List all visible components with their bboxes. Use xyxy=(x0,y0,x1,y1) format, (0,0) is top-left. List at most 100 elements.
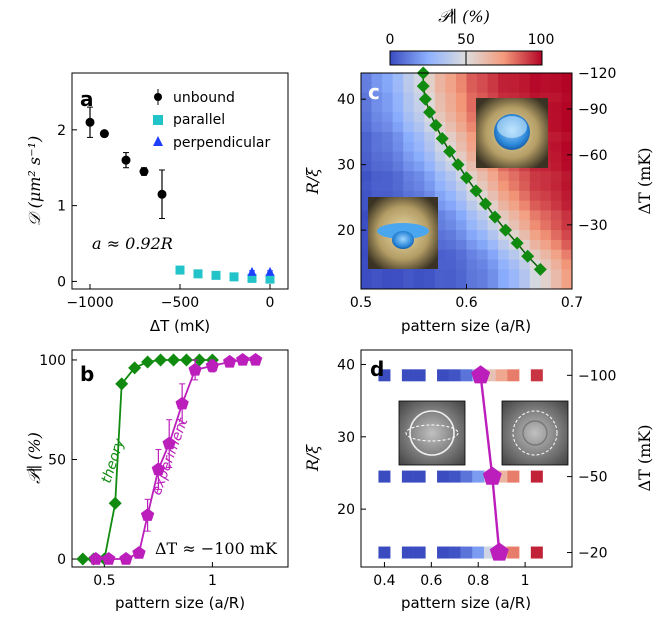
panel-c-cell xyxy=(445,259,457,270)
panel-a-point-parallel xyxy=(265,274,275,284)
panel-c-cell xyxy=(487,73,499,84)
panel-c-cell xyxy=(508,171,520,182)
panel-c-cell xyxy=(403,122,415,133)
panel-c-cell xyxy=(498,190,510,202)
panel-c-cell xyxy=(371,181,383,192)
panel-c-xtick-0-label: 0.5 xyxy=(350,295,372,311)
panel-c-cell xyxy=(550,190,562,202)
panel-c-cell xyxy=(434,279,446,290)
panel-b-ytick-0-label: 0 xyxy=(57,552,66,568)
colorbar-label: 𝒫∥ (%) xyxy=(438,7,490,26)
panel-c-cell xyxy=(434,220,446,231)
panel-c-cell xyxy=(361,259,372,270)
panel-a-point-parallel xyxy=(229,272,239,282)
panel-c-ytick-1-label: 30 xyxy=(337,158,355,174)
panel-c-cell xyxy=(455,141,467,152)
panel-c-cell xyxy=(498,249,510,260)
panel-a-point-parallel xyxy=(211,270,221,280)
panel-c-cell xyxy=(519,220,531,231)
panel-c-xtick-1-label: 0.6 xyxy=(455,295,477,311)
panel-c-cell xyxy=(529,239,541,251)
panel-a-ytick-2-label: 2 xyxy=(57,123,66,139)
panel-c-transition-point xyxy=(510,236,524,250)
panel-c-cell xyxy=(434,210,446,221)
panel-c-cell xyxy=(466,151,478,162)
panel-c-transition-point xyxy=(423,105,437,119)
panel-c-cell xyxy=(413,131,425,143)
panel-c-cell xyxy=(550,181,562,192)
panel-c-cell xyxy=(445,112,457,123)
panel-c-cell xyxy=(445,190,457,202)
panel-c-cell xyxy=(508,82,520,94)
panel-c-cell xyxy=(413,73,425,84)
panel-d: 0.4 0.6 0.8 1 20 30 40 −100 −50 −20 d R/ξ ΔT (mK)… xyxy=(303,349,654,612)
panel-c-cell xyxy=(466,102,478,113)
panel-c-cell xyxy=(498,210,510,221)
panel-c-cell xyxy=(434,171,446,182)
panel-c-cell xyxy=(361,73,372,84)
panel-c-cell xyxy=(519,239,531,251)
panel-c-cell xyxy=(529,82,541,94)
panel-c-cell xyxy=(529,230,541,241)
panel-c-cell xyxy=(424,279,436,290)
panel-c-cell xyxy=(550,269,562,280)
panel-c-cell xyxy=(392,102,404,113)
panel-c-cell xyxy=(561,279,573,290)
panel-c-cell xyxy=(445,269,457,280)
panel-b-ylabel: 𝒫∥ (%) xyxy=(25,432,44,484)
panel-c-cell xyxy=(361,151,372,162)
panel-c-cell xyxy=(519,210,531,221)
panel-c-cell xyxy=(498,230,510,241)
panel-c-transition-point xyxy=(533,262,547,276)
panel-b-letter: b xyxy=(80,362,94,386)
panel-c-cell xyxy=(413,151,425,162)
panel-c-cell xyxy=(434,112,446,123)
panel-c-cell xyxy=(477,181,488,192)
panel-d-cell xyxy=(530,470,543,483)
panel-c-cell xyxy=(424,82,436,94)
panel-c-cell xyxy=(434,181,446,192)
panel-c-cell xyxy=(561,200,573,211)
panel-c-ytick-right-0-label: −120 xyxy=(578,66,616,82)
panel-c-cell xyxy=(361,171,372,182)
panel-c-cell xyxy=(371,102,383,113)
panel-c-cell xyxy=(403,161,415,172)
panel-c-cell xyxy=(361,249,372,260)
panel-c-cell xyxy=(455,181,467,192)
panel-c-cell xyxy=(550,249,562,260)
panel-c-cell xyxy=(466,269,478,280)
panel-c-cell xyxy=(487,279,499,290)
panel-c-cell xyxy=(403,131,415,143)
panel-c-cell xyxy=(434,259,446,270)
panel-c-cell xyxy=(371,131,383,143)
panel-c-cell xyxy=(361,239,372,251)
panel-c-cell xyxy=(550,92,562,103)
panel-c-cell xyxy=(540,171,552,182)
panel-c-cell xyxy=(382,122,394,133)
panel-a-letter: a xyxy=(80,87,94,111)
panel-c-cell xyxy=(529,200,541,211)
panel-c-cell xyxy=(361,269,372,280)
panel-c-cell xyxy=(540,279,552,290)
panel-c-cell xyxy=(392,131,404,143)
panel-c-cell xyxy=(529,171,541,182)
panel-c-cell xyxy=(540,249,552,260)
panel-b-point-experiment xyxy=(175,396,189,410)
panel-c-cell xyxy=(540,220,552,231)
panel-c-cell xyxy=(434,200,446,211)
panel-c-cell xyxy=(382,82,394,94)
panel-c-transition-point xyxy=(488,210,502,224)
panel-c-cell xyxy=(382,161,394,172)
panel-c-cell xyxy=(434,92,446,103)
panel-c-cell xyxy=(455,92,467,103)
panel-c-cell xyxy=(455,82,467,94)
panel-c-cell xyxy=(540,82,552,94)
panel-c-cell xyxy=(519,92,531,103)
panel-c-cell xyxy=(413,190,425,202)
panel-d-experiment-point xyxy=(482,466,502,485)
panel-b-point-experiment xyxy=(236,353,250,366)
panel-c-cell xyxy=(424,73,436,84)
panel-c-cell xyxy=(403,141,415,152)
panel-c-ytick-right-1-label: −90 xyxy=(578,102,608,118)
